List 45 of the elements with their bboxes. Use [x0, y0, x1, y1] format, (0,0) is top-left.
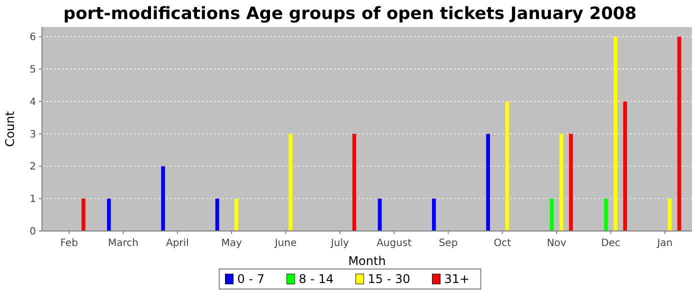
y-tick-label: 2: [30, 162, 36, 173]
x-tick-label: Oct: [494, 238, 512, 249]
y-tick-label: 0: [30, 226, 36, 238]
x-tick-label: April: [166, 238, 189, 249]
x-tick-label: May: [221, 238, 242, 249]
bar: [604, 198, 608, 231]
bar: [378, 198, 382, 231]
y-tick-label: 6: [30, 32, 36, 44]
bar: [215, 198, 220, 231]
bar: [432, 198, 436, 231]
bar: [668, 198, 672, 231]
y-tick-label: 4: [30, 96, 36, 108]
x-tick-label: March: [108, 238, 138, 249]
bar: [161, 166, 165, 231]
x-tick-label: August: [376, 238, 412, 249]
x-tick-label: Jan: [656, 238, 673, 249]
bar: [82, 198, 86, 231]
x-tick-label: June: [274, 238, 297, 249]
y-tick-label: 5: [30, 64, 36, 76]
bar: [352, 134, 356, 231]
bar: [107, 198, 111, 231]
bar: [505, 101, 510, 231]
x-axis-title: Month: [348, 254, 386, 268]
legend-label: 8 - 14: [298, 272, 334, 286]
bar: [486, 134, 490, 231]
x-tick-label: July: [330, 238, 349, 249]
legend-label: 31+: [444, 272, 470, 286]
y-tick-label: 1: [30, 194, 36, 206]
bar: [623, 101, 627, 231]
bar: [234, 198, 238, 231]
legend-label: 0 - 7: [237, 272, 264, 286]
x-tick-label: Nov: [546, 238, 566, 249]
bar: [559, 134, 564, 231]
bar: [288, 134, 292, 231]
x-tick-label: Feb: [60, 238, 78, 249]
legend-label: 15 - 30: [368, 272, 410, 286]
chart-title: port-modifications Age groups of open tickets January 2008: [63, 4, 637, 24]
x-tick-label: Dec: [601, 238, 620, 249]
bar: [677, 36, 682, 231]
y-axis-title: Count: [3, 110, 17, 147]
bar: [550, 198, 554, 231]
bar: [614, 36, 618, 231]
bar: [569, 134, 573, 231]
x-tick-label: Sep: [438, 238, 458, 249]
y-tick-label: 3: [30, 129, 36, 140]
